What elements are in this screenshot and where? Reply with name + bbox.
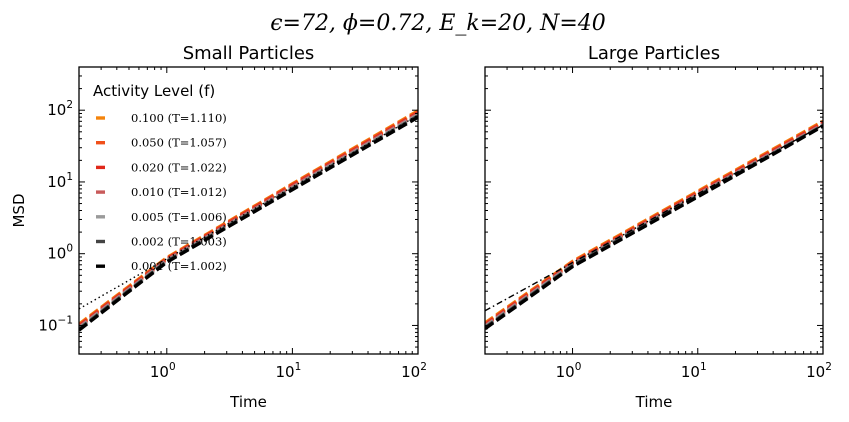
x-tick-label-0: 100 — [556, 361, 582, 381]
axes-frame — [484, 66, 824, 355]
figure-suptitle: ϵ=72, ϕ=0.72, E_k=20, N=40 — [270, 11, 606, 36]
y-tick-label-3: 102 — [47, 99, 73, 119]
panel-title: Small Particles — [183, 43, 315, 64]
series-line-6 — [485, 124, 823, 331]
series-line-6 — [79, 115, 418, 332]
panel-small-particles: Small Particles 100 101 102 10−1 100 101 102 Tim… — [10, 43, 427, 411]
series-line-5 — [485, 124, 823, 330]
x-tick-label-1: 101 — [276, 361, 302, 381]
y-tick-label-2: 101 — [47, 171, 73, 191]
panel-large-particles: Large Particles 100 101 102 Time — [484, 43, 832, 411]
y-axis-label: MSD — [10, 193, 28, 227]
legend-title: Activity Level (f) — [93, 82, 215, 100]
legend-entry-1: 0.050 (T=1.057) — [131, 136, 227, 150]
suptitle-text: ϵ=72, ϕ=0.72, E_k=20, N=40 — [270, 11, 606, 36]
series-line-4 — [485, 123, 823, 329]
legend-entry-0: 0.100 (T=1.110) — [131, 111, 227, 125]
x-axis-label: Time — [635, 393, 673, 411]
x-tick-label-2: 102 — [806, 361, 832, 381]
series-group — [79, 109, 418, 332]
legend-entry-3: 0.010 (T=1.012) — [131, 185, 227, 199]
x-axis-label: Time — [229, 393, 267, 411]
x-tick-label-2: 102 — [401, 361, 427, 381]
x-tick-label-0: 100 — [150, 361, 176, 381]
x-tick-label-1: 101 — [681, 361, 707, 381]
legend-entry-6: 0.001 (T=1.002) — [131, 259, 227, 273]
reference-line-dashdot — [485, 124, 823, 312]
panel-title: Large Particles — [588, 43, 720, 64]
legend-entry-4: 0.005 (T=1.006) — [131, 210, 227, 224]
tick-marks — [78, 66, 419, 355]
y-tick-label-0: 10−1 — [38, 314, 73, 334]
series-group — [485, 119, 823, 331]
y-tick-label-1: 100 — [47, 243, 73, 263]
legend: Activity Level (f) 0.100 (T=1.110) 0.050 (… — [93, 82, 227, 273]
legend-entry-5: 0.002 (T=1.003) — [131, 235, 227, 249]
reference-line-dotted — [79, 114, 418, 310]
tick-marks — [484, 66, 824, 355]
legend-entry-2: 0.020 (T=1.022) — [131, 160, 227, 174]
